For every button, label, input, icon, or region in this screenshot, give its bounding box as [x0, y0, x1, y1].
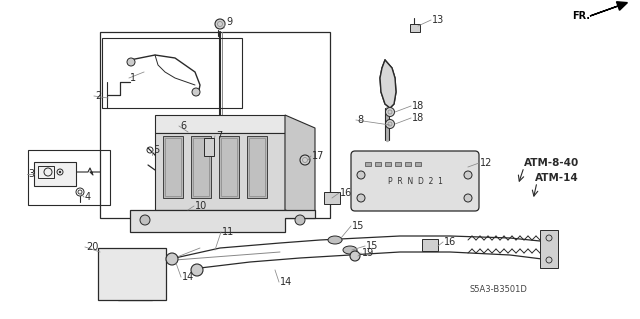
- Circle shape: [464, 194, 472, 202]
- Polygon shape: [285, 115, 315, 218]
- Circle shape: [300, 155, 310, 165]
- Text: 19: 19: [362, 248, 374, 258]
- Text: 18: 18: [412, 113, 424, 123]
- Circle shape: [170, 256, 175, 262]
- Circle shape: [545, 254, 555, 264]
- Circle shape: [195, 268, 200, 272]
- Bar: [395, 162, 401, 166]
- Circle shape: [295, 215, 305, 225]
- Polygon shape: [155, 133, 285, 210]
- Text: FR.: FR.: [572, 11, 590, 21]
- Bar: [163, 136, 183, 198]
- Text: 8: 8: [357, 115, 363, 125]
- Bar: [365, 162, 371, 166]
- Polygon shape: [380, 60, 396, 108]
- Text: 13: 13: [432, 15, 444, 25]
- Text: 7: 7: [216, 131, 222, 141]
- Circle shape: [427, 242, 433, 248]
- Text: 10: 10: [195, 201, 207, 211]
- Circle shape: [127, 58, 135, 66]
- Ellipse shape: [328, 236, 342, 244]
- Text: 16: 16: [340, 188, 352, 198]
- Bar: [324, 192, 340, 204]
- Bar: [410, 24, 420, 32]
- Bar: [422, 239, 438, 251]
- Bar: [98, 248, 166, 300]
- Text: 3: 3: [28, 169, 34, 179]
- Circle shape: [192, 88, 200, 96]
- FancyArrow shape: [590, 2, 627, 16]
- Bar: [193, 138, 209, 196]
- Text: 12: 12: [480, 158, 492, 168]
- Text: 16: 16: [444, 237, 456, 247]
- Text: 14: 14: [182, 272, 195, 282]
- Bar: [38, 166, 54, 178]
- Text: ATM-14: ATM-14: [535, 173, 579, 183]
- Circle shape: [191, 264, 203, 276]
- Bar: [405, 162, 411, 166]
- Bar: [34, 162, 76, 186]
- Text: 17: 17: [312, 151, 324, 161]
- Text: 11: 11: [222, 227, 234, 237]
- Bar: [540, 230, 558, 268]
- Circle shape: [140, 215, 150, 225]
- Text: 4: 4: [85, 192, 91, 202]
- Circle shape: [215, 19, 225, 29]
- Bar: [221, 138, 237, 196]
- Polygon shape: [155, 115, 285, 133]
- Circle shape: [385, 120, 394, 129]
- Circle shape: [350, 251, 360, 261]
- Bar: [385, 162, 391, 166]
- Circle shape: [357, 171, 365, 179]
- Bar: [415, 162, 421, 166]
- Bar: [165, 138, 181, 196]
- Text: 1: 1: [130, 73, 136, 83]
- Text: 15: 15: [352, 221, 364, 231]
- Bar: [249, 138, 265, 196]
- Text: ATM-8-40: ATM-8-40: [524, 158, 579, 168]
- Circle shape: [59, 171, 61, 173]
- Circle shape: [166, 253, 178, 265]
- Text: 18: 18: [412, 101, 424, 111]
- Text: S5A3-B3501D: S5A3-B3501D: [470, 286, 528, 294]
- Text: 15: 15: [366, 241, 378, 251]
- Circle shape: [464, 171, 472, 179]
- Text: 14: 14: [280, 277, 292, 287]
- Circle shape: [357, 194, 365, 202]
- Bar: [191, 136, 211, 198]
- Circle shape: [545, 236, 555, 246]
- Bar: [204, 138, 214, 156]
- Bar: [219, 136, 239, 198]
- Text: 5: 5: [153, 145, 159, 155]
- Ellipse shape: [343, 246, 357, 254]
- Text: 9: 9: [226, 17, 232, 27]
- FancyBboxPatch shape: [351, 151, 479, 211]
- Circle shape: [385, 108, 394, 116]
- Circle shape: [353, 254, 357, 258]
- Text: 20: 20: [86, 242, 99, 252]
- Text: 2: 2: [95, 91, 101, 101]
- Circle shape: [329, 195, 335, 201]
- Polygon shape: [130, 210, 315, 232]
- Bar: [247, 136, 267, 198]
- Text: 6: 6: [180, 121, 186, 131]
- Text: P  R  N  D  2  1: P R N D 2 1: [388, 176, 442, 186]
- Bar: [375, 162, 381, 166]
